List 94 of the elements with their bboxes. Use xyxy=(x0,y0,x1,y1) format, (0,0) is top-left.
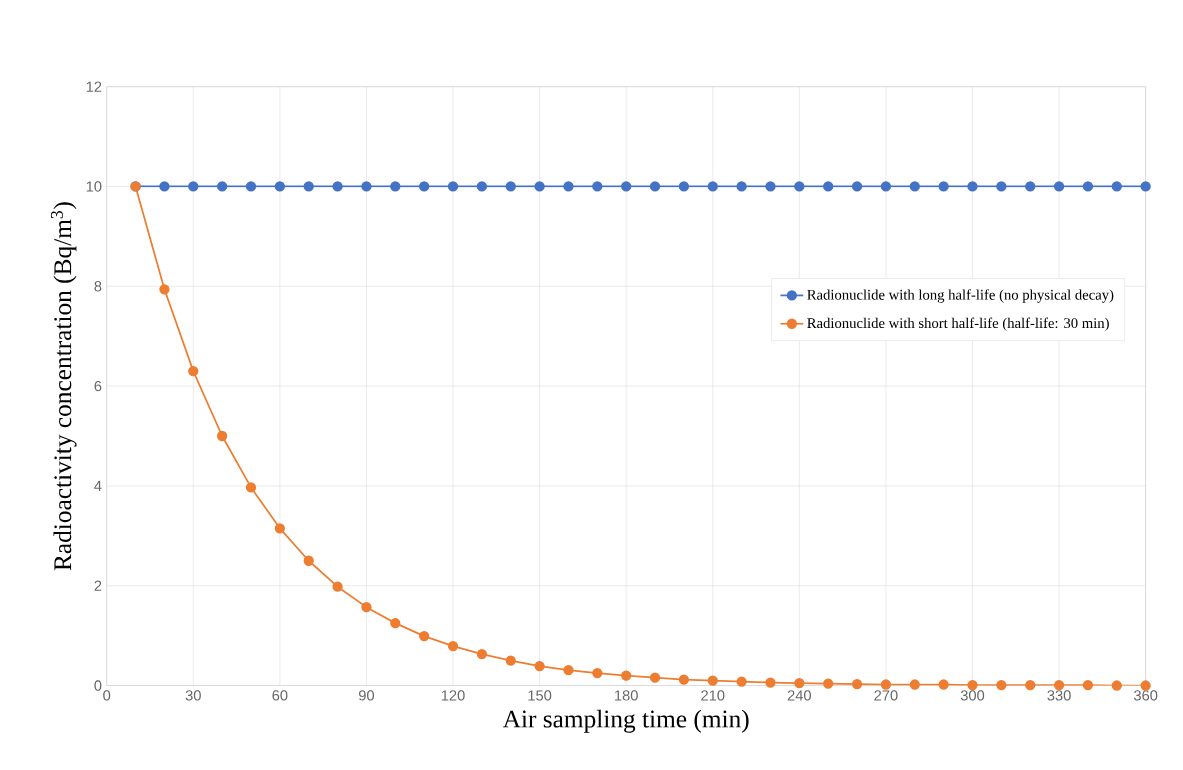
point xyxy=(765,677,776,688)
x-tick-label: 240 xyxy=(787,690,811,701)
point xyxy=(303,181,314,192)
point xyxy=(880,181,892,192)
point xyxy=(159,284,170,295)
point xyxy=(303,555,314,567)
y-tick-label: 8 xyxy=(94,281,102,292)
y-tick-label: 10 xyxy=(86,181,102,192)
x-tick-label: 60 xyxy=(272,690,288,701)
x-axis-title: Air sampling time (min) xyxy=(502,710,749,734)
point xyxy=(909,181,920,192)
point xyxy=(621,670,632,681)
point xyxy=(188,181,199,192)
point xyxy=(332,181,343,192)
point xyxy=(1082,181,1094,192)
point xyxy=(765,181,776,192)
point xyxy=(505,181,516,192)
point xyxy=(419,631,430,642)
x-tick-label: 180 xyxy=(615,690,638,701)
point xyxy=(217,431,228,442)
point xyxy=(390,618,401,629)
point xyxy=(505,655,516,666)
point xyxy=(649,181,661,192)
point xyxy=(274,523,285,534)
y-tick-label: 0 xyxy=(94,680,102,691)
point xyxy=(447,641,459,652)
x-tick-label: 300 xyxy=(960,690,985,701)
point xyxy=(678,181,690,192)
point xyxy=(1082,680,1094,691)
legend-label: Radionuclide with short half-life (half-life: 30 min) xyxy=(807,317,1109,332)
point xyxy=(419,181,430,192)
point xyxy=(794,678,805,689)
x-tick-label: 90 xyxy=(358,690,375,701)
point xyxy=(736,181,747,192)
point xyxy=(563,665,574,676)
x-tick-label: 0 xyxy=(103,690,111,701)
point xyxy=(909,679,920,690)
point xyxy=(707,181,718,192)
point xyxy=(563,181,574,192)
point xyxy=(707,675,718,686)
point xyxy=(1053,181,1065,192)
point xyxy=(245,482,257,493)
point xyxy=(1140,680,1151,691)
x-tick-label: 150 xyxy=(528,690,552,701)
point xyxy=(361,181,372,192)
point xyxy=(1111,680,1122,691)
point xyxy=(592,668,603,679)
point xyxy=(332,581,343,593)
point xyxy=(1111,181,1122,192)
point xyxy=(534,181,545,192)
point xyxy=(361,602,372,613)
point xyxy=(938,679,949,690)
x-tick-label: 360 xyxy=(1133,690,1158,701)
point xyxy=(938,181,949,192)
point xyxy=(678,674,690,685)
point xyxy=(188,366,199,377)
point xyxy=(967,181,978,192)
point xyxy=(880,679,892,690)
point xyxy=(390,181,401,192)
point xyxy=(534,661,545,672)
point xyxy=(649,672,661,683)
point xyxy=(823,181,834,192)
point xyxy=(996,181,1007,192)
point xyxy=(217,181,228,192)
x-tick-label: 330 xyxy=(1047,690,1071,701)
point xyxy=(447,181,459,192)
y-tick-label: 2 xyxy=(94,580,102,592)
y-tick-label: 6 xyxy=(94,381,102,392)
x-tick-label: 30 xyxy=(185,690,201,701)
point xyxy=(476,649,488,660)
point xyxy=(967,680,978,691)
point xyxy=(794,181,805,192)
x-tick-label: 120 xyxy=(441,690,465,701)
point xyxy=(1025,181,1036,192)
point xyxy=(823,678,834,689)
point xyxy=(592,181,603,192)
point xyxy=(274,181,285,192)
point xyxy=(736,676,747,687)
y-axis-title: Radioactivity concentration (Bq/m$^{3}$) xyxy=(50,202,77,571)
point xyxy=(621,181,632,192)
point xyxy=(996,680,1007,691)
point xyxy=(159,181,170,192)
y-tick-label: 12 xyxy=(86,81,102,93)
legend-label: Radionuclide with long half-life (no physical decay) xyxy=(807,289,1114,303)
point xyxy=(851,181,863,192)
y-tick-label: 4 xyxy=(94,481,102,492)
x-tick-label: 210 xyxy=(701,690,725,701)
point xyxy=(245,181,257,192)
point xyxy=(1140,181,1151,192)
point xyxy=(476,181,488,192)
point xyxy=(851,679,863,690)
x-tick-label: 270 xyxy=(874,690,898,701)
point xyxy=(1053,680,1065,691)
point xyxy=(1025,680,1036,691)
